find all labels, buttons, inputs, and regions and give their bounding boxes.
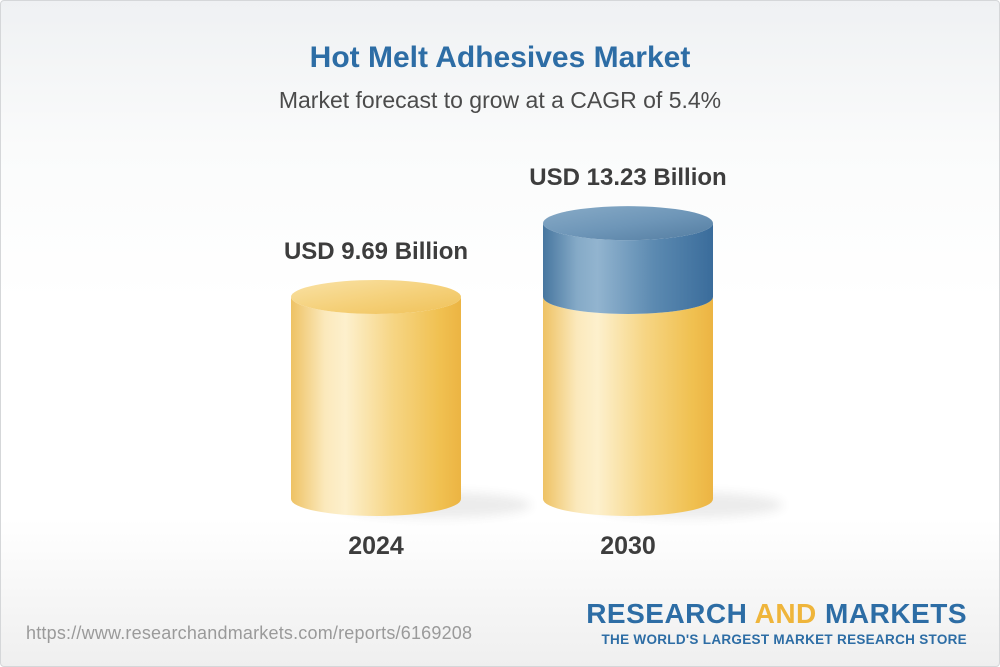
chart-subtitle: Market forecast to grow at a CAGR of 5.4… (278, 87, 722, 113)
chart-title: Hot Melt Adhesives Market (309, 41, 691, 74)
brand-wordmark: RESEARCH AND MARKETS (586, 598, 967, 630)
bar-top-ellipse (291, 279, 461, 314)
brand-word-research: RESEARCH (586, 598, 748, 629)
source-url[interactable]: https://www.researchandmarkets.com/repor… (26, 623, 473, 643)
bar-top-ellipse (543, 206, 713, 241)
brand-logo: RESEARCH AND MARKETS THE WORLD'S LARGEST… (586, 598, 967, 647)
brand-tagline: THE WORLD'S LARGEST MARKET RESEARCH STOR… (601, 632, 967, 647)
bar-segment-blue (543, 223, 713, 314)
bar-segment-gold (291, 296, 461, 516)
brand-word-and: AND (754, 598, 817, 629)
bar-segment-gold (543, 296, 713, 516)
brand-word-markets: MARKETS (825, 598, 967, 629)
